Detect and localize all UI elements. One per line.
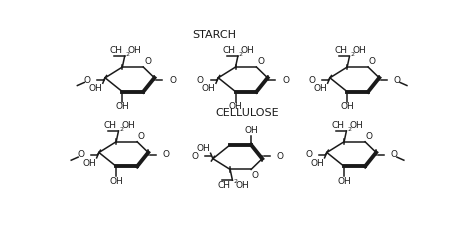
- Text: OH: OH: [82, 159, 96, 168]
- Text: O: O: [197, 76, 204, 85]
- Text: OH: OH: [244, 126, 258, 135]
- Text: OH: OH: [109, 177, 123, 186]
- Text: 2: 2: [233, 180, 237, 184]
- Text: OH: OH: [88, 84, 102, 93]
- Text: OH: OH: [201, 84, 215, 93]
- Text: O: O: [144, 57, 151, 66]
- Text: 2: 2: [126, 52, 129, 57]
- Text: O: O: [366, 132, 373, 141]
- Text: O: O: [369, 57, 376, 66]
- Text: 2: 2: [238, 52, 243, 57]
- Text: OH: OH: [340, 102, 354, 111]
- Text: O: O: [282, 76, 289, 85]
- Text: OH: OH: [196, 144, 210, 153]
- Text: O: O: [257, 57, 264, 66]
- Text: 2: 2: [347, 127, 351, 132]
- Text: OH: OH: [116, 102, 129, 111]
- Text: O: O: [77, 150, 84, 159]
- Text: O: O: [305, 150, 312, 159]
- Text: O: O: [277, 152, 284, 161]
- Text: O: O: [83, 76, 91, 85]
- Text: OH: OH: [349, 121, 363, 130]
- Text: OH: OH: [337, 177, 351, 186]
- Text: OH: OH: [128, 47, 141, 56]
- Text: CELLULOSE: CELLULOSE: [216, 108, 279, 118]
- Text: O: O: [169, 76, 176, 85]
- Text: O: O: [163, 150, 170, 159]
- Text: O: O: [252, 171, 259, 180]
- Text: CH: CH: [222, 47, 236, 56]
- Text: OH: OH: [228, 102, 242, 111]
- Text: CH: CH: [109, 47, 122, 56]
- Text: 2: 2: [350, 52, 354, 57]
- Text: CH: CH: [331, 121, 344, 130]
- Text: CH: CH: [217, 181, 230, 190]
- Text: O: O: [308, 76, 315, 85]
- Text: STARCH: STARCH: [192, 30, 237, 40]
- Text: CH: CH: [334, 47, 347, 56]
- Text: O: O: [394, 76, 401, 85]
- Text: O: O: [138, 132, 145, 141]
- Text: 2: 2: [119, 127, 123, 132]
- Text: O: O: [391, 150, 398, 159]
- Text: OH: OH: [353, 47, 366, 56]
- Text: OH: OH: [236, 181, 249, 190]
- Text: OH: OH: [310, 159, 324, 168]
- Text: OH: OH: [313, 84, 327, 93]
- Text: CH: CH: [103, 121, 116, 130]
- Text: OH: OH: [241, 47, 255, 56]
- Text: OH: OH: [121, 121, 135, 130]
- Text: O: O: [191, 152, 198, 161]
